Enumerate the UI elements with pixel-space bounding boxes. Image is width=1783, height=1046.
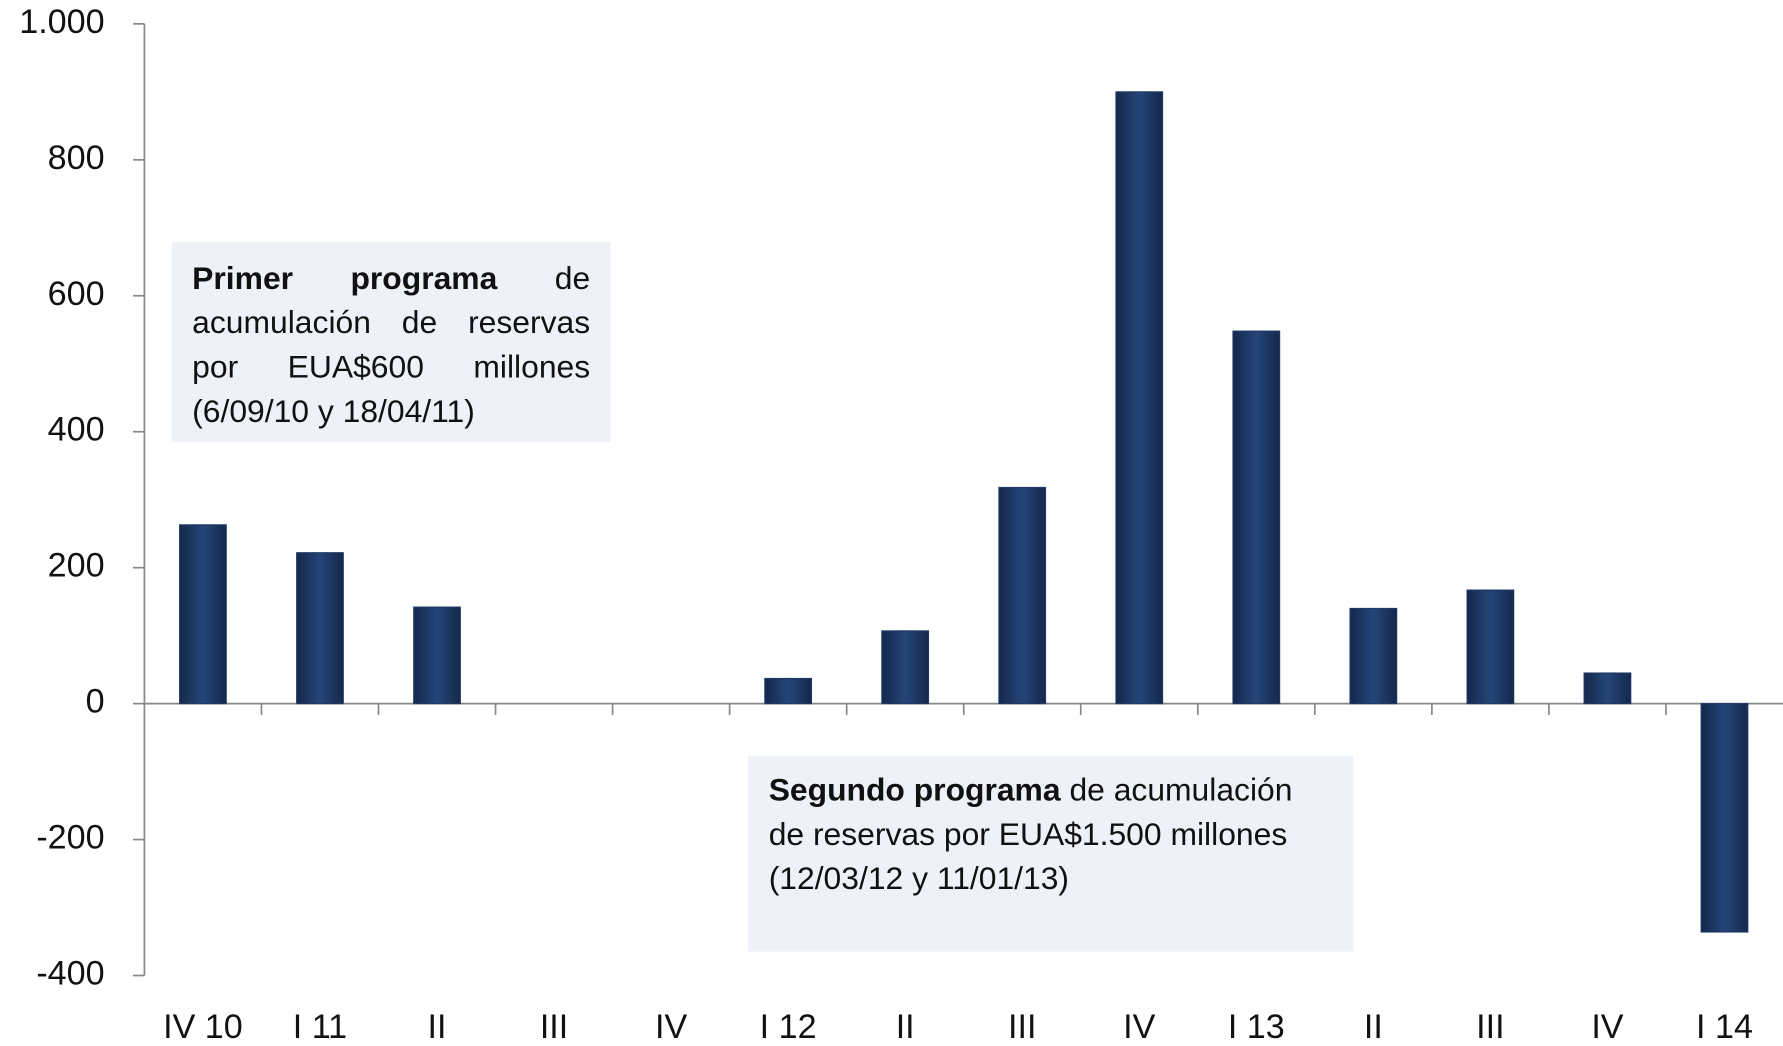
bar xyxy=(179,524,227,705)
x-tick-label: III xyxy=(540,1008,568,1046)
x-tick-label: I 11 xyxy=(293,1008,347,1046)
annotation-bold: Primer programa xyxy=(192,260,498,296)
bar xyxy=(998,486,1047,705)
x-tick-label: IV 10 xyxy=(163,1008,243,1046)
bar xyxy=(764,677,813,705)
x-tick-label: I 12 xyxy=(760,1008,817,1046)
bar xyxy=(1583,672,1632,705)
y-tick-label: -400 xyxy=(36,955,104,993)
annotation: Primer programa de acumulación de reserv… xyxy=(171,242,611,443)
y-tick-label: 800 xyxy=(48,139,105,177)
bar xyxy=(296,552,344,705)
y-tick-label: 0 xyxy=(86,683,105,721)
annotation-text: de acumulación de reservas por EUA$1.500… xyxy=(768,771,1293,896)
x-tick-label: III xyxy=(1476,1008,1504,1046)
bar xyxy=(413,606,461,705)
annotation: Segundo programa de acumulación de reser… xyxy=(748,756,1354,952)
bar xyxy=(1232,330,1281,705)
x-tick-label: II xyxy=(1364,1008,1383,1046)
x-tick-label: IV xyxy=(655,1008,687,1046)
x-tick-label: I 14 xyxy=(1696,1008,1753,1046)
x-tick-label: IV xyxy=(1591,1008,1623,1046)
annotation-text: de acumulación de reservas por EUA$600 m… xyxy=(192,260,591,429)
y-tick-label: 400 xyxy=(48,411,105,449)
x-tick-label: II xyxy=(896,1008,915,1046)
y-tick-label: 200 xyxy=(48,547,105,585)
x-tick-label: I 13 xyxy=(1228,1008,1285,1046)
bar xyxy=(881,630,930,705)
bar xyxy=(1700,703,1749,933)
bar xyxy=(1466,589,1515,705)
bar xyxy=(1115,91,1164,705)
y-tick-label: 600 xyxy=(48,275,105,313)
x-tick-label: III xyxy=(1008,1008,1036,1046)
bar xyxy=(1349,607,1398,705)
y-tick-label: -200 xyxy=(36,819,104,857)
y-tick-label: 1.000 xyxy=(19,3,104,41)
annotation-bold: Segundo programa xyxy=(768,771,1061,808)
x-tick-label: II xyxy=(428,1008,447,1046)
x-tick-label: IV xyxy=(1123,1008,1155,1046)
